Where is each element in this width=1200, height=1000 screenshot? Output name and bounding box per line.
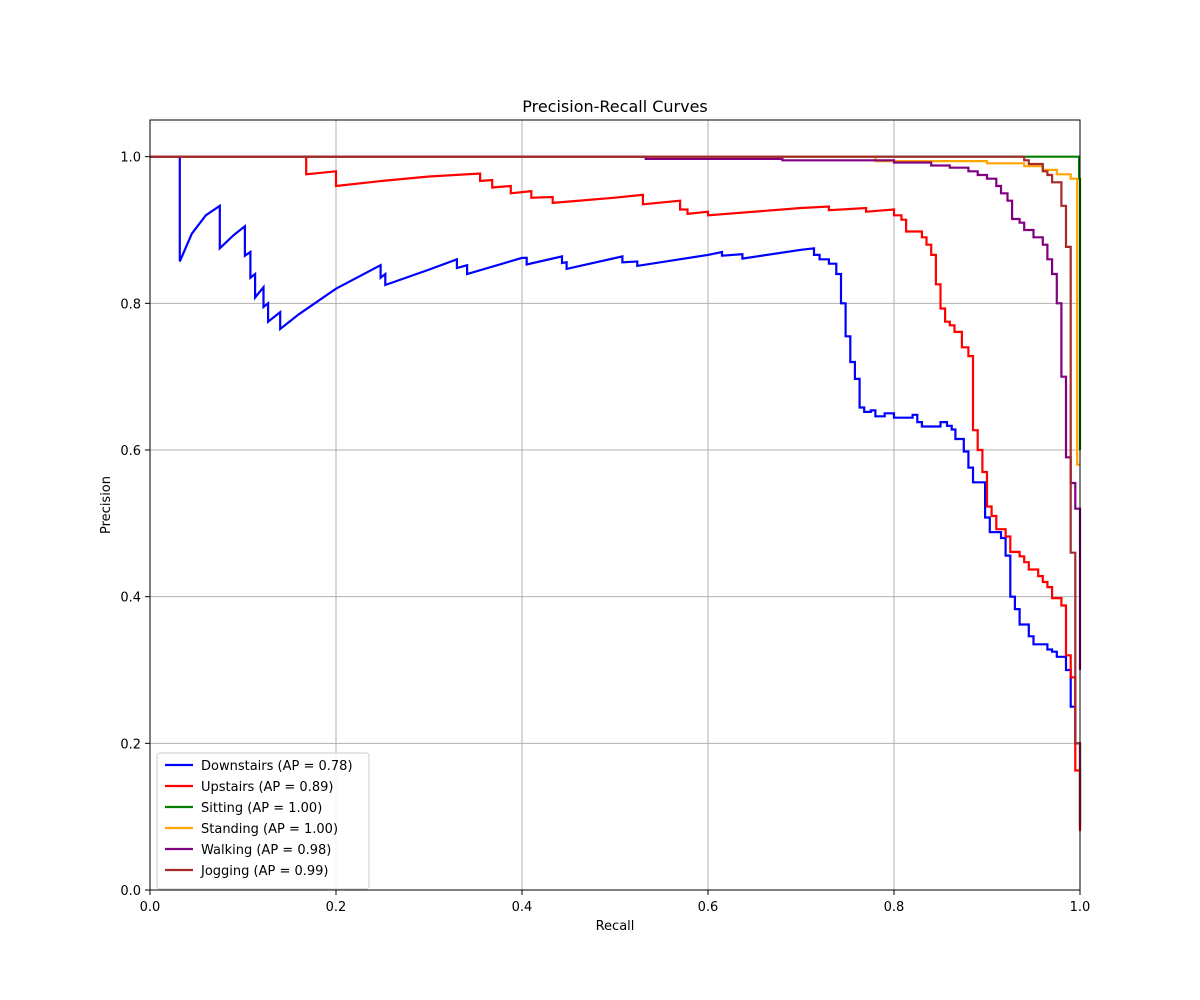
y-tick-label: 1.0: [120, 151, 141, 166]
legend-label-sitting: Sitting (AP = 1.00): [201, 801, 322, 816]
y-tick-label: 0.8: [120, 297, 141, 312]
legend: Downstairs (AP = 0.78) Upstairs (AP = 0.8…: [157, 753, 369, 889]
x-tick-label: 0.2: [326, 900, 347, 915]
y-tick-label: 0.0: [120, 884, 141, 899]
y-tick-label: 0.4: [120, 591, 141, 606]
chart-title: Precision-Recall Curves: [522, 97, 708, 116]
y-tick-label: 0.2: [120, 737, 141, 752]
legend-label-standing: Standing (AP = 1.00): [201, 822, 338, 837]
y-axis-label: Precision: [99, 476, 114, 534]
y-tick-label: 0.6: [120, 444, 141, 459]
x-tick-label: 0.4: [512, 900, 533, 915]
x-axis-label: Recall: [596, 919, 635, 934]
x-tick-label: 0.8: [884, 900, 905, 915]
x-tick-label: 1.0: [1070, 900, 1091, 915]
x-tick-label: 0.6: [698, 900, 719, 915]
legend-label-walking: Walking (AP = 0.98): [201, 843, 331, 858]
legend-label-jogging: Jogging (AP = 0.99): [200, 864, 329, 879]
legend-label-downstairs: Downstairs (AP = 0.78): [201, 759, 353, 774]
legend-label-upstairs: Upstairs (AP = 0.89): [201, 780, 333, 795]
x-tick-label: 0.0: [140, 900, 161, 915]
